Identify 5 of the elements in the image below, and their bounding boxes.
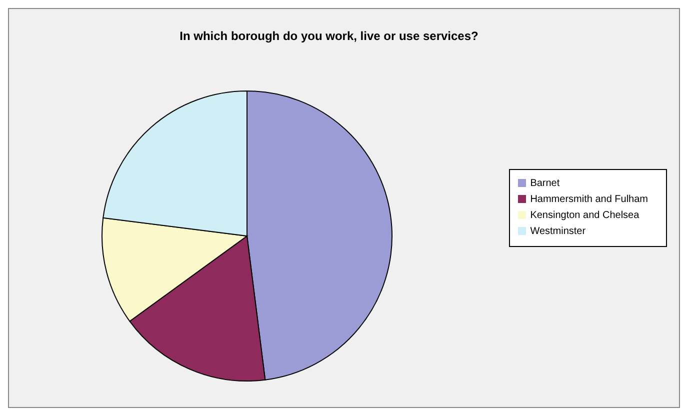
legend-label: Barnet	[530, 178, 560, 189]
legend-label: Hammersmith and Fulham	[530, 194, 648, 205]
chart-title: In which borough do you work, live or use services?	[178, 29, 480, 43]
legend-label: Westminster	[530, 226, 586, 237]
legend-label: Kensington and Chelsea	[530, 210, 640, 221]
